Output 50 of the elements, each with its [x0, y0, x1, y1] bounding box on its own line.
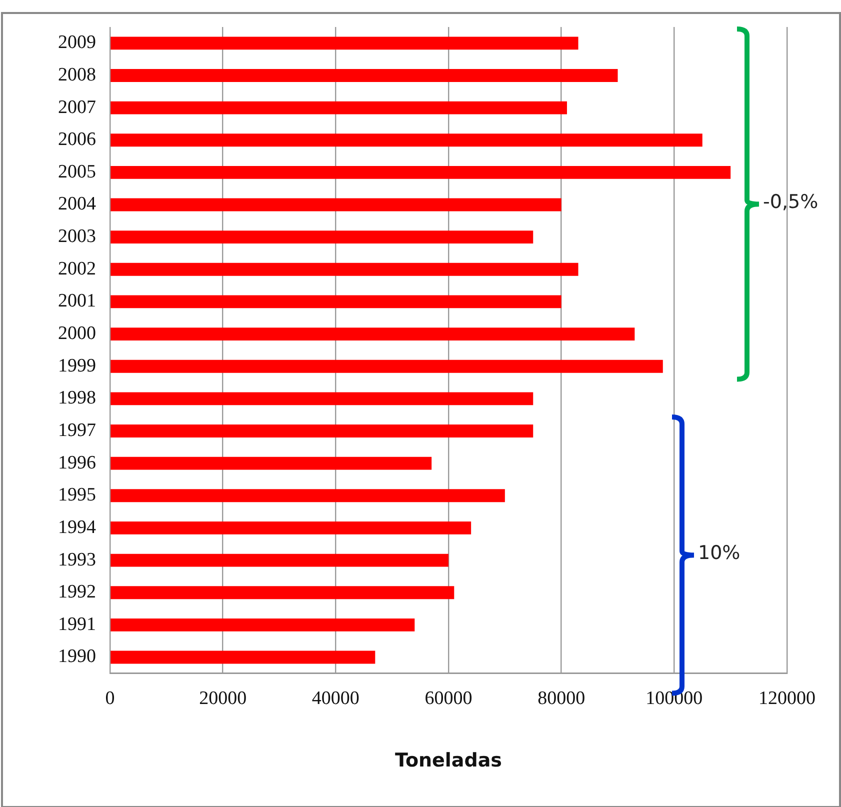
y-tick-label: 1998 — [58, 388, 96, 409]
bar — [110, 360, 663, 373]
bar — [110, 456, 432, 470]
y-tick-label: 2001 — [58, 290, 96, 312]
y-tick-label: 2005 — [58, 161, 96, 182]
x-tick-label: 80000 — [538, 688, 586, 709]
bar — [110, 295, 562, 308]
bar — [110, 489, 505, 502]
bar — [110, 101, 567, 114]
x-axis-title: Toneladas — [395, 750, 502, 772]
y-tick-label: 1993 — [58, 549, 96, 570]
bar — [110, 262, 578, 276]
bar — [110, 36, 578, 50]
x-tick-label: 120000 — [758, 688, 816, 709]
bar — [110, 134, 702, 147]
annotation: 10% — [698, 542, 740, 564]
y-tick-label: 2004 — [58, 194, 96, 215]
bar — [110, 230, 534, 244]
bar — [110, 586, 454, 600]
bar — [110, 618, 415, 632]
y-tick-label: 2009 — [58, 32, 96, 54]
y-tick-label: 2006 — [58, 129, 96, 150]
y-tick-label: 1992 — [58, 582, 96, 603]
x-tick-label: 100000 — [646, 688, 703, 709]
x-tick-label: 60000 — [424, 688, 472, 709]
y-tick-label: 2002 — [58, 258, 96, 280]
bar — [110, 392, 534, 406]
bar — [110, 166, 731, 179]
y-tick-label: 1996 — [58, 452, 96, 474]
y-tick-label: 2000 — [58, 323, 96, 344]
x-tick-label: 20000 — [199, 688, 247, 709]
y-tick-label: 2007 — [58, 96, 96, 118]
y-tick-label: 1995 — [58, 484, 96, 506]
y-tick-label: 1991 — [58, 614, 96, 635]
y-tick-label: 2008 — [58, 64, 96, 86]
annotation: -0,5% — [763, 191, 818, 214]
bar — [110, 69, 618, 82]
y-tick-label: 1999 — [58, 355, 96, 376]
x-tick-label: 0 — [105, 688, 115, 709]
y-tick-label: 1994 — [58, 516, 96, 538]
bar — [110, 554, 448, 567]
bar — [110, 521, 472, 534]
y-tick-label: 1990 — [58, 646, 96, 668]
bar — [110, 424, 534, 438]
bar — [110, 198, 562, 212]
y-tick-label: 1997 — [58, 420, 96, 441]
bar — [110, 650, 376, 664]
bar — [110, 328, 635, 341]
x-tick-label: 40000 — [312, 688, 360, 709]
y-tick-label: 2003 — [58, 226, 96, 248]
